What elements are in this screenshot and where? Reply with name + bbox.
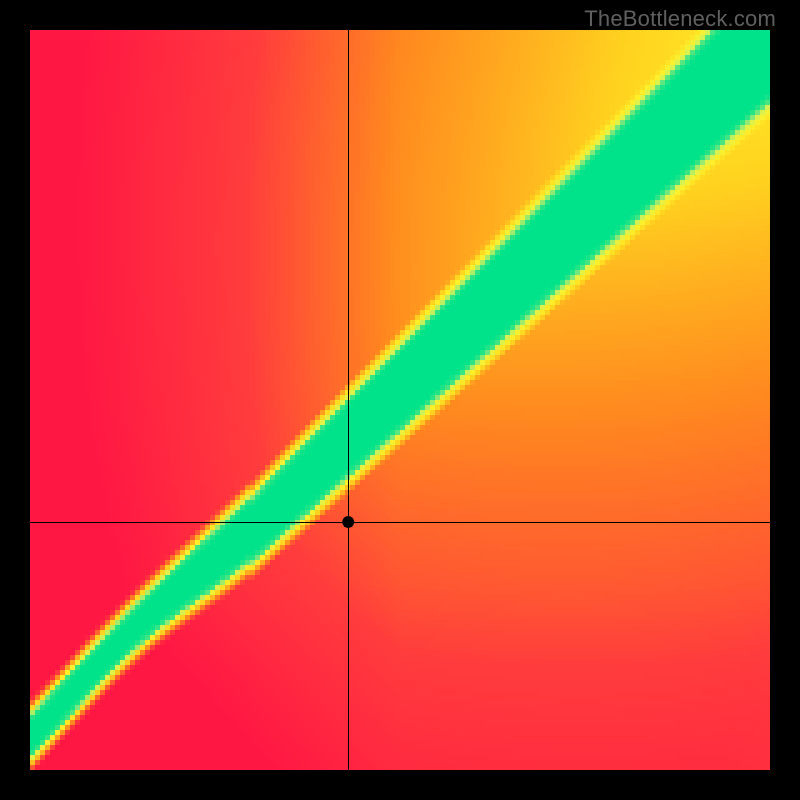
- plot-area: [30, 30, 770, 770]
- watermark-text: TheBottleneck.com: [584, 6, 776, 32]
- outer-frame: TheBottleneck.com: [0, 0, 800, 800]
- crosshair-overlay: [30, 30, 770, 770]
